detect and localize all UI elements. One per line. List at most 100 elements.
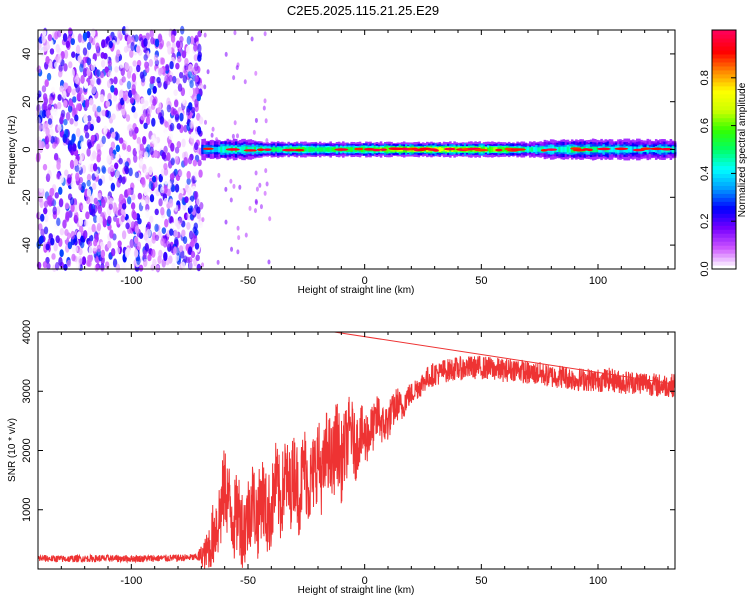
heatmap-cell (165, 240, 171, 248)
heatmap-cell (188, 102, 193, 111)
heatmap-cell (112, 94, 118, 102)
heatmap-cell (181, 50, 187, 59)
heatmap-cell (65, 112, 71, 121)
colorbar-step (712, 117, 736, 123)
heatmap-cell (187, 187, 192, 196)
heatmap-cell (556, 146, 559, 153)
heatmap-cell (132, 133, 137, 140)
heatmap-cell (133, 249, 139, 258)
heatmap-cell (167, 180, 172, 189)
heatmap-cell (438, 147, 442, 152)
heatmap-cell (114, 162, 119, 170)
heatmap-cell (145, 209, 150, 219)
heatmap-cell (137, 192, 143, 200)
heatmap-cell (42, 261, 48, 269)
heatmap-cell (120, 97, 125, 106)
heatmap-cell (151, 248, 156, 258)
heatmap-cell (68, 144, 73, 153)
heatmap-cell (108, 40, 113, 49)
heatmap-cell (146, 228, 151, 238)
heatmap-cell (127, 35, 132, 44)
heatmap-cell (41, 34, 46, 44)
colorbar-step (712, 49, 736, 55)
colorbar-step (712, 169, 736, 174)
heatmap-cell (91, 77, 96, 86)
heatmap-cell (38, 223, 43, 231)
heatmap-cell (118, 157, 123, 165)
heatmap-cell (132, 212, 138, 220)
heatmap-cell (188, 87, 194, 97)
heatmap-cell (232, 75, 236, 81)
heatmap-cell (106, 195, 111, 205)
heatmap-cell (314, 147, 318, 152)
heatmap-cell (153, 54, 159, 62)
heatmap-cell (70, 179, 75, 189)
heatmap-cell (37, 139, 42, 149)
heatmap-cell (43, 45, 48, 52)
heatmap-cell (52, 206, 57, 215)
heatmap-cell (129, 97, 135, 104)
heatmap-cell (82, 47, 88, 56)
heatmap-cell (177, 55, 182, 63)
heatmap-cell (193, 43, 198, 52)
heatmap-cell (179, 63, 184, 73)
colorbar-step (712, 237, 736, 242)
heatmap-cell (68, 223, 74, 232)
heatmap-cell (45, 56, 50, 65)
heatmap-cell (129, 238, 134, 249)
heatmap-cell (164, 121, 169, 128)
heatmap-cell (147, 106, 152, 115)
heatmap-cell (65, 40, 71, 49)
heatmap-cell (94, 264, 100, 272)
colorbar-step (712, 189, 736, 194)
heatmap-cell (148, 166, 153, 176)
colorbar-step (712, 141, 736, 147)
heatmap-cell (178, 217, 183, 225)
heatmap-cell (101, 135, 106, 145)
heatmap-cell (58, 64, 63, 73)
heatmap-cell (173, 229, 178, 239)
heatmap-cell (329, 147, 332, 152)
heatmap-cell (183, 156, 188, 167)
heatmap-cell (129, 49, 134, 59)
heatmap-cell (149, 29, 154, 38)
heatmap-cell (78, 217, 84, 227)
heatmap-cell (281, 147, 284, 152)
heatmap-cell (86, 68, 91, 77)
heatmap-cell (138, 264, 144, 272)
heatmap-cell (352, 147, 356, 152)
heatmap-cell (232, 183, 236, 189)
heatmap-cell (185, 45, 191, 55)
heatmap-cell (130, 202, 136, 210)
heatmap-cell (168, 255, 173, 264)
heatmap-cell (194, 98, 199, 108)
snr-y-ticks: 1000 2000 3000 4000 (21, 320, 675, 522)
heatmap-cell (55, 137, 60, 145)
heatmap-cell (70, 68, 75, 78)
heatmap-cell (135, 93, 140, 103)
heatmap-cell (37, 122, 42, 132)
heatmap-cell (196, 197, 201, 206)
heatmap-cell (145, 116, 151, 126)
heatmap-cell (71, 88, 76, 96)
heatmap-cell (90, 134, 96, 142)
heatmap-cell (159, 161, 164, 169)
heatmap-cell (96, 244, 102, 253)
colorbar-step (712, 105, 736, 111)
heatmap-cell (109, 229, 114, 239)
heatmap-cell (42, 93, 48, 101)
heatmap-cell (54, 61, 59, 69)
heatmap-cell (133, 111, 138, 119)
heatmap-cell (202, 147, 214, 151)
heatmap-cell (528, 147, 532, 152)
heatmap-cell (141, 178, 146, 188)
heatmap-cell (181, 138, 186, 148)
heatmap-cell (55, 43, 60, 54)
heatmap-cell (254, 70, 258, 76)
heatmap-cell (101, 166, 107, 174)
heatmap-cell (159, 186, 165, 194)
heatmap-cell (96, 116, 101, 123)
heatmap-cell (106, 79, 112, 89)
heatmap-cell (211, 147, 215, 152)
heatmap-cell (96, 78, 101, 85)
